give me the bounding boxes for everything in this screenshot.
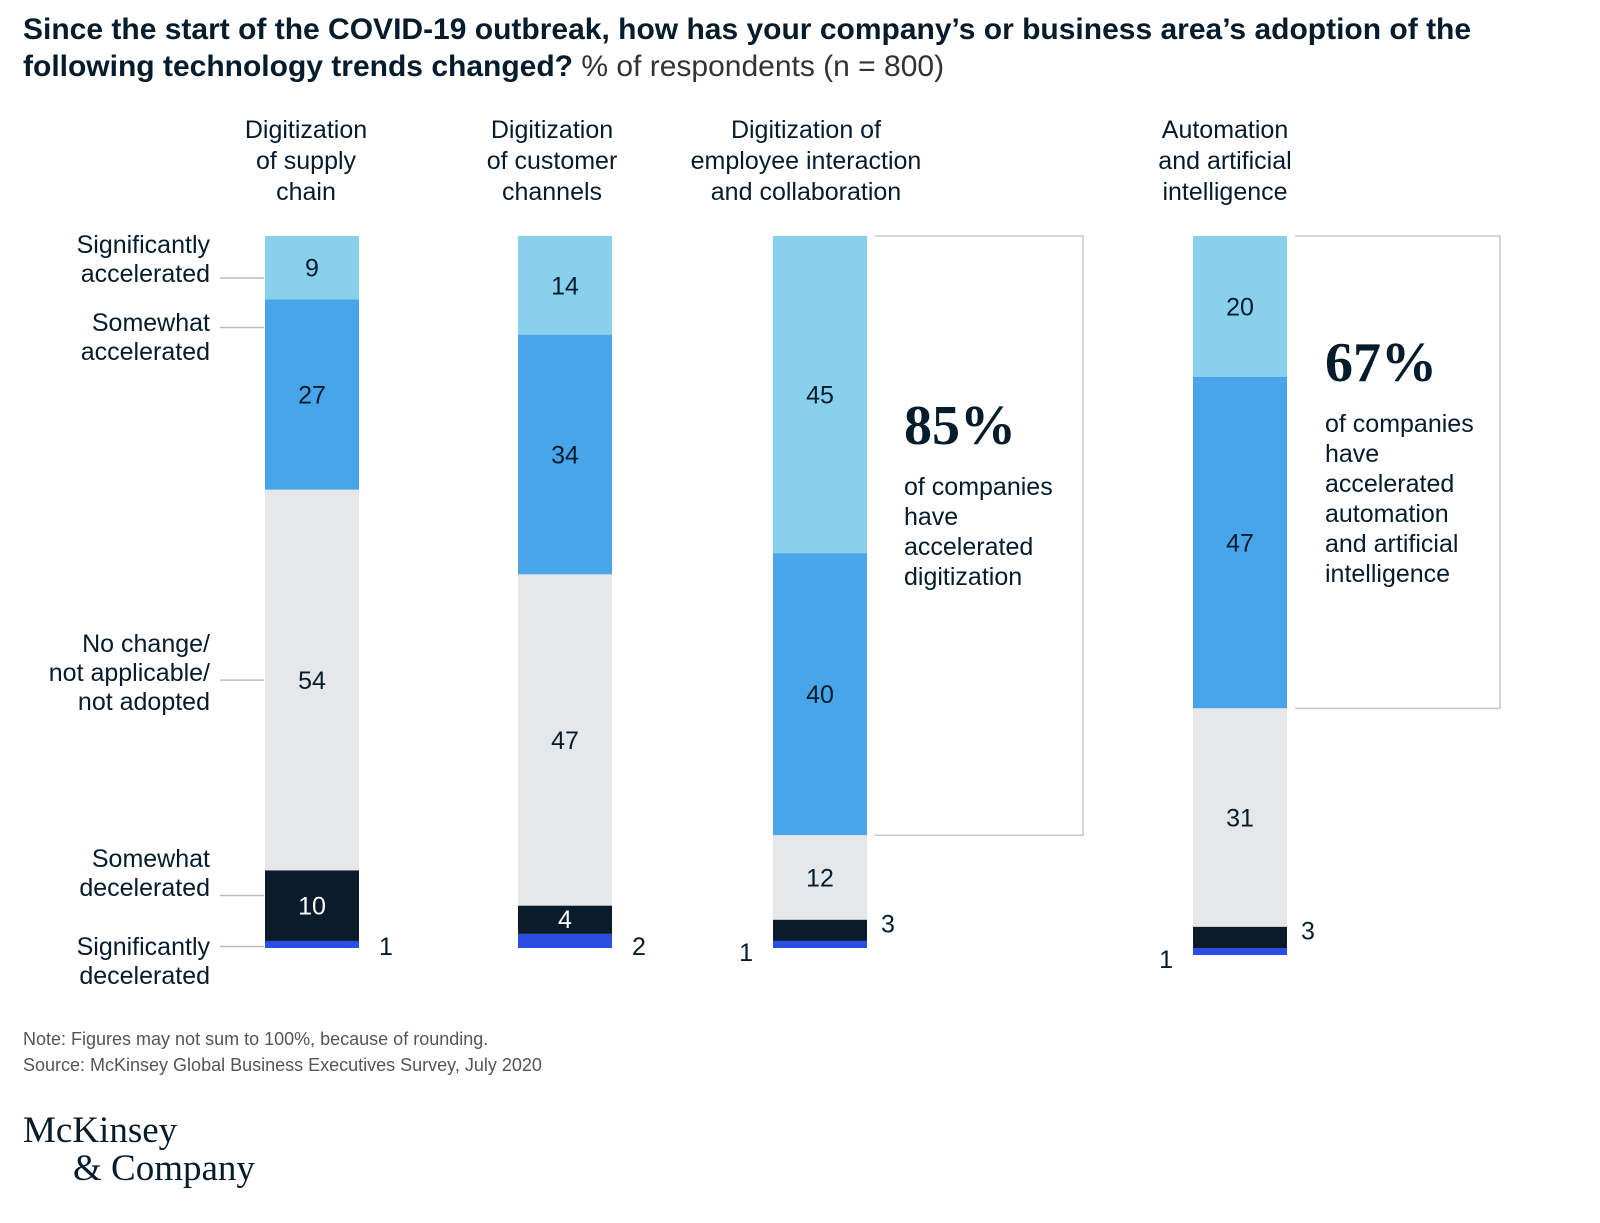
column-header-employee-interaction: Digitization of employee interaction and… bbox=[690, 116, 922, 206]
value-label-automation-and-artificial-intelligence-somewhat-accelerated: 47 bbox=[1226, 530, 1254, 558]
bar-segment-automation-and-artificial-intelligence-somewhat-accelerated bbox=[1193, 376, 1287, 709]
value-label-digitization-of-customer-channels-significantly-accelerated: 14 bbox=[551, 272, 579, 300]
callout-digitization: 85% of companies have accelerated digiti… bbox=[904, 396, 1053, 592]
value-label-digitization-of-employee-interaction-and-collaboration-significantly-decelerated: 1 bbox=[739, 939, 753, 967]
bar-segment-digitization-of-employee-interaction-and-collaboration-somewhat-decelerated bbox=[773, 919, 867, 941]
column-header-customer-channels: Digitization of customer channels bbox=[486, 116, 618, 206]
callout-bracket-automation-and-artificial-intelligence bbox=[1295, 235, 1501, 710]
value-label-digitization-of-supply-chain-somewhat-decelerated: 10 bbox=[298, 893, 326, 921]
bar-segment-automation-and-artificial-intelligence-no-change-not-applicable-not-adopted bbox=[1193, 708, 1287, 927]
bar-segment-digitization-of-employee-interaction-and-collaboration-significantly-accelerated bbox=[773, 236, 867, 554]
bar-segment-digitization-of-customer-channels-somewhat-accelerated bbox=[518, 334, 612, 575]
bar-segment-automation-and-artificial-intelligence-somewhat-decelerated bbox=[1193, 926, 1287, 948]
callout-automation-value: 67% bbox=[1325, 332, 1437, 394]
bar-segment-digitization-of-supply-chain-significantly-decelerated bbox=[265, 940, 359, 948]
bar-segment-digitization-of-employee-interaction-and-collaboration-significantly-decelerated bbox=[773, 940, 867, 948]
value-label-digitization-of-employee-interaction-and-collaboration-significantly-accelerated: 45 bbox=[806, 382, 834, 410]
legend-label-significantly-accelerated: Significantly accelerated bbox=[76, 231, 210, 288]
value-label-automation-and-artificial-intelligence-no-change-not-applicable-not-adopted: 31 bbox=[1226, 805, 1254, 833]
mckinsey-logo: McKinsey & Company bbox=[23, 1112, 255, 1188]
bar-segment-automation-and-artificial-intelligence-significantly-decelerated bbox=[1193, 948, 1287, 956]
legend-label-no-change: No change/ not applicable/ not adopted bbox=[48, 630, 210, 716]
bar-segment-digitization-of-supply-chain-somewhat-accelerated bbox=[265, 299, 359, 490]
column-header-supply-chain: Digitization of supply chain bbox=[244, 116, 368, 206]
value-label-digitization-of-employee-interaction-and-collaboration-somewhat-accelerated: 40 bbox=[806, 681, 834, 709]
value-label-digitization-of-customer-channels-no-change-not-applicable-not-adopted: 47 bbox=[551, 727, 579, 755]
legend-label-somewhat-accelerated: Somewhat accelerated bbox=[80, 309, 210, 366]
callout-digitization-value: 85% bbox=[904, 395, 1016, 457]
bar-segment-automation-and-artificial-intelligence-significantly-accelerated bbox=[1193, 236, 1287, 377]
callout-digitization-text: of companies have accelerated digitizati… bbox=[904, 473, 1053, 591]
bar-segment-digitization-of-customer-channels-somewhat-decelerated bbox=[518, 905, 612, 934]
value-label-digitization-of-supply-chain-significantly-decelerated: 1 bbox=[379, 933, 393, 961]
bar-segment-digitization-of-employee-interaction-and-collaboration-no-change-not-applicable-not-adopted bbox=[773, 835, 867, 920]
bar-segment-digitization-of-employee-interaction-and-collaboration-somewhat-accelerated bbox=[773, 553, 867, 836]
legend-label-somewhat-decelerated: Somewhat decelerated bbox=[79, 845, 210, 902]
bar-segment-digitization-of-supply-chain-no-change-not-applicable-not-adopted bbox=[265, 489, 359, 871]
chart-title-subtitle: % of respondents (n = 800) bbox=[581, 50, 945, 83]
column-header-automation-ai: Automation and artificial intelligence bbox=[1158, 116, 1292, 206]
callout-bracket-digitization-of-employee-interaction-and-collaboration bbox=[875, 235, 1084, 836]
source-text: Source: McKinsey Global Business Executi… bbox=[23, 1055, 542, 1075]
value-label-digitization-of-customer-channels-somewhat-decelerated: 4 bbox=[558, 906, 572, 934]
value-label-automation-and-artificial-intelligence-significantly-decelerated: 1 bbox=[1159, 946, 1173, 974]
bar-segment-digitization-of-customer-channels-no-change-not-applicable-not-adopted bbox=[518, 574, 612, 906]
bar-segment-digitization-of-customer-channels-significantly-decelerated bbox=[518, 933, 612, 948]
logo-line-1: McKinsey bbox=[23, 1110, 178, 1151]
chart-title: Since the start of the COVID-19 outbreak… bbox=[23, 11, 1563, 85]
notes: Note: Figures may not sum to 100%, becau… bbox=[23, 1026, 542, 1078]
value-label-digitization-of-supply-chain-somewhat-accelerated: 27 bbox=[298, 382, 326, 410]
legend-label-significantly-decelerated: Significantly decelerated bbox=[76, 933, 210, 990]
bar-segment-digitization-of-supply-chain-somewhat-decelerated bbox=[265, 870, 359, 941]
note-text: Note: Figures may not sum to 100%, becau… bbox=[23, 1029, 489, 1049]
bar-segment-digitization-of-customer-channels-significantly-accelerated bbox=[518, 236, 612, 335]
bar-segment-digitization-of-supply-chain-significantly-accelerated bbox=[265, 236, 359, 300]
callout-automation: 67% of companies have accelerated automa… bbox=[1325, 333, 1474, 589]
value-label-automation-and-artificial-intelligence-somewhat-decelerated: 3 bbox=[1301, 917, 1315, 945]
logo-line-2: & Company bbox=[73, 1148, 255, 1189]
value-label-automation-and-artificial-intelligence-significantly-accelerated: 20 bbox=[1226, 293, 1254, 321]
callout-automation-text: of companies have accelerated automation… bbox=[1325, 410, 1474, 588]
chart-title-question: Since the start of the COVID-19 outbreak… bbox=[23, 13, 1472, 83]
value-label-digitization-of-supply-chain-no-change-not-applicable-not-adopted: 54 bbox=[298, 667, 326, 695]
value-label-digitization-of-supply-chain-significantly-accelerated: 9 bbox=[305, 255, 319, 283]
value-label-digitization-of-customer-channels-somewhat-accelerated: 34 bbox=[551, 442, 579, 470]
value-label-digitization-of-employee-interaction-and-collaboration-no-change-not-applicable-not-adopted: 12 bbox=[806, 865, 834, 893]
value-label-digitization-of-employee-interaction-and-collaboration-somewhat-decelerated: 3 bbox=[881, 910, 895, 938]
value-label-digitization-of-customer-channels-significantly-decelerated: 2 bbox=[632, 933, 646, 961]
